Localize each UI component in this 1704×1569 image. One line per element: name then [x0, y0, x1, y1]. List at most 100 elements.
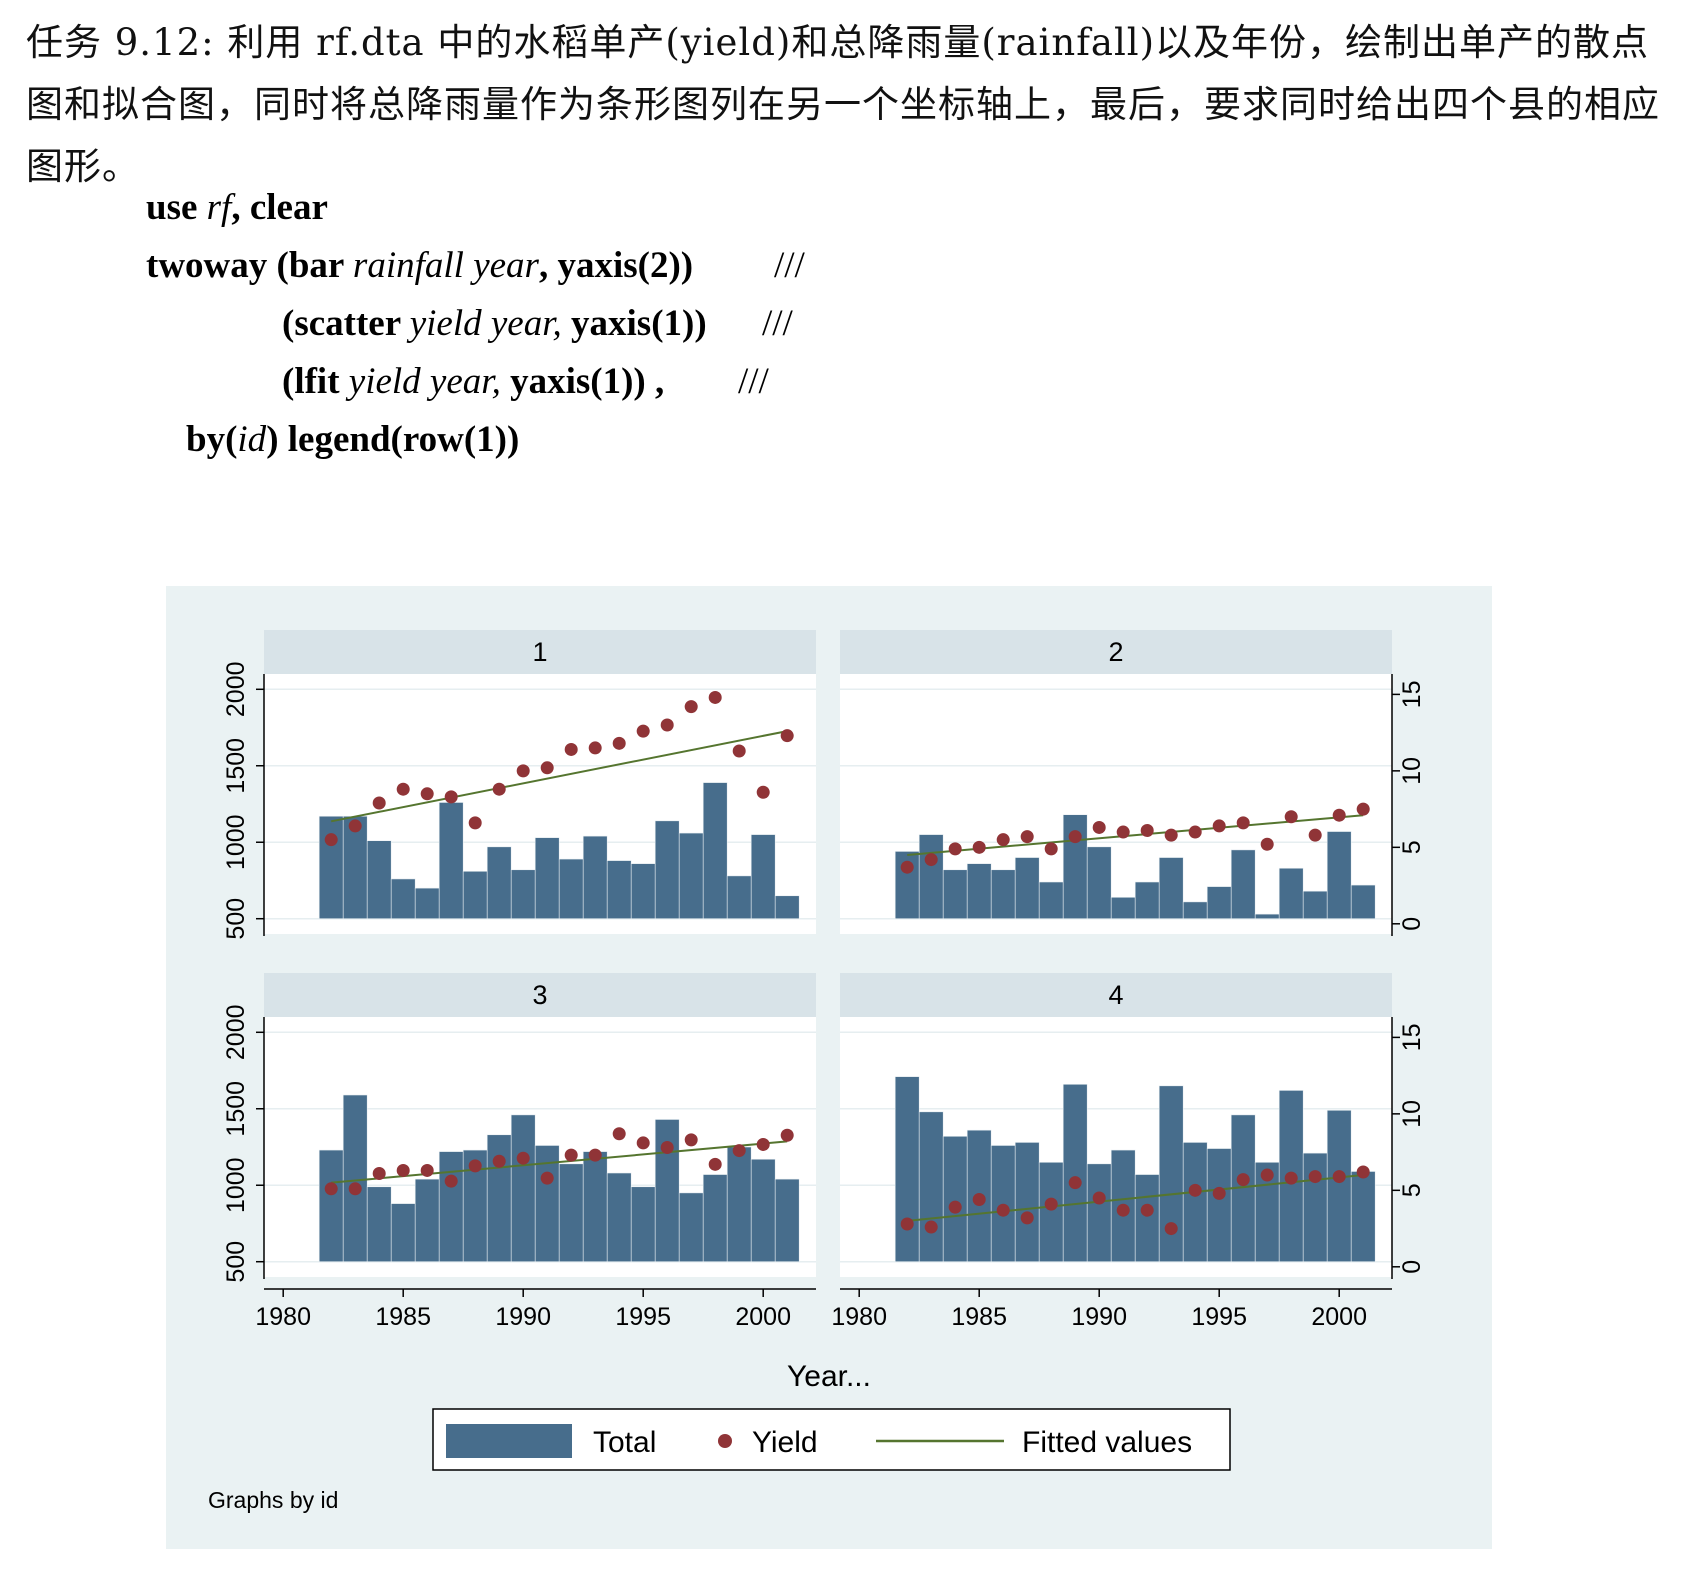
rainfall-bar [438, 1151, 464, 1263]
rainfall-bar [1062, 1083, 1088, 1263]
rainfall-bar [414, 1178, 440, 1263]
yield-point [780, 1128, 794, 1142]
yield-point [756, 1137, 770, 1151]
yield-point [1068, 830, 1082, 844]
yield-point [420, 1163, 434, 1177]
rainfall-bar [1062, 814, 1088, 920]
right-axis-tick-label: 5 [1398, 840, 1426, 854]
yield-point [348, 1182, 362, 1196]
yield-point [468, 816, 482, 830]
x-axis-tick-label: 1995 [1191, 1303, 1247, 1331]
yield-point [1092, 820, 1106, 834]
yield-point [900, 1217, 914, 1231]
yield-point [924, 853, 938, 867]
yield-point [1140, 1203, 1154, 1217]
rainfall-bar [1254, 913, 1280, 920]
yield-point [1212, 819, 1226, 833]
yield-point [684, 1133, 698, 1147]
rainfall-bar [1302, 890, 1328, 920]
yield-point [324, 833, 338, 847]
x-axis-tick-label: 1980 [831, 1303, 887, 1331]
rainfall-bar [942, 1135, 968, 1263]
panel-4: 4 0 5 10 15 1980 1985 1990 1995 2000 [831, 973, 1426, 1331]
yield-point [1356, 1165, 1370, 1179]
rainfall-bar [726, 1146, 752, 1263]
graph-note: Graphs by id [208, 1487, 338, 1513]
rainfall-bar [894, 1076, 920, 1263]
rainfall-bar [366, 840, 392, 920]
rainfall-bar [750, 834, 776, 920]
rainfall-bar [1038, 1161, 1064, 1263]
yield-point [444, 790, 458, 804]
yield-point [1332, 808, 1346, 822]
legend-swatch-total [446, 1424, 572, 1458]
legend-swatch-yield [718, 1434, 732, 1448]
yield-point [972, 840, 986, 854]
rainfall-bar [1230, 849, 1256, 920]
yield-point [1284, 1171, 1298, 1185]
rainfall-bar [918, 1111, 944, 1263]
rainfall-bar [1326, 1109, 1352, 1263]
rainfall-bar [606, 1172, 632, 1263]
yield-point [516, 764, 530, 778]
yield-point [636, 1136, 650, 1150]
panel-title: 4 [1108, 980, 1123, 1010]
rainfall-bar [558, 858, 584, 920]
rainfall-bar [534, 837, 560, 920]
yield-point [1044, 842, 1058, 856]
x-axis-tick-label: 2000 [1311, 1303, 1367, 1331]
rainfall-bar [630, 863, 656, 920]
rainfall-bar [654, 820, 680, 920]
yield-point [540, 761, 554, 775]
x-axis-tick-label: 1985 [951, 1303, 1007, 1331]
rainfall-bar [1350, 1171, 1376, 1263]
yield-point [492, 782, 506, 796]
left-axis-tick-label: 1500 [222, 738, 250, 794]
x-axis-tick-label: 1990 [1071, 1303, 1127, 1331]
yield-point [1236, 1173, 1250, 1187]
rainfall-bar [1014, 857, 1040, 920]
panel-3: 3 500 1000 1500 2000 1980 1985 1990 1995 2000 [222, 973, 816, 1331]
yield-point [1188, 1183, 1202, 1197]
yield-point [1308, 1170, 1322, 1184]
rainfall-bar [774, 1178, 800, 1263]
yield-point [732, 744, 746, 758]
code-line-2: twoway (bar rainfall year, yaxis(2)) [146, 245, 694, 286]
task-description: 任务 9.12: 利用 rf.dta 中的水稻单产(yield)和总降雨量(ra… [26, 21, 1660, 188]
yield-point [1332, 1170, 1346, 1184]
yield-point [588, 1148, 602, 1162]
panel-strip [840, 630, 1392, 674]
rainfall-bar [678, 1192, 704, 1263]
x-axis-title: Year... [787, 1360, 871, 1393]
rainfall-bar [1110, 896, 1136, 920]
yield-point [1260, 837, 1274, 851]
yield-point [1044, 1197, 1058, 1211]
yield-point [1356, 802, 1370, 816]
panel-title: 2 [1108, 637, 1123, 667]
yield-point [948, 842, 962, 856]
legend-label-total: Total [593, 1426, 656, 1459]
rainfall-bar [366, 1186, 392, 1263]
rainfall-bar [942, 869, 968, 920]
rainfall-bar [990, 1145, 1016, 1263]
yield-point [1188, 825, 1202, 839]
rainfall-bar [390, 878, 416, 920]
rainfall-bar [630, 1186, 656, 1263]
rainfall-bar [918, 834, 944, 920]
left-axis-tick-label: 1000 [222, 1157, 250, 1213]
yield-point [1308, 828, 1322, 842]
right-axis-tick-label: 10 [1398, 1100, 1426, 1128]
code-line-3: (scatter yield year, yaxis(1)) [282, 303, 707, 344]
left-axis-tick-label: 1500 [222, 1081, 250, 1137]
rainfall-bar [1134, 1174, 1160, 1263]
rainfall-bar [318, 1149, 344, 1263]
yield-point [1140, 824, 1154, 838]
yield-point [1164, 1222, 1178, 1236]
rainfall-bar [342, 1094, 368, 1263]
rainfall-bar [1182, 1142, 1208, 1263]
rainfall-bar [582, 835, 608, 920]
yield-point [516, 1151, 530, 1165]
rainfall-bar [1014, 1142, 1040, 1263]
yield-point [420, 787, 434, 801]
yield-point [372, 796, 386, 810]
